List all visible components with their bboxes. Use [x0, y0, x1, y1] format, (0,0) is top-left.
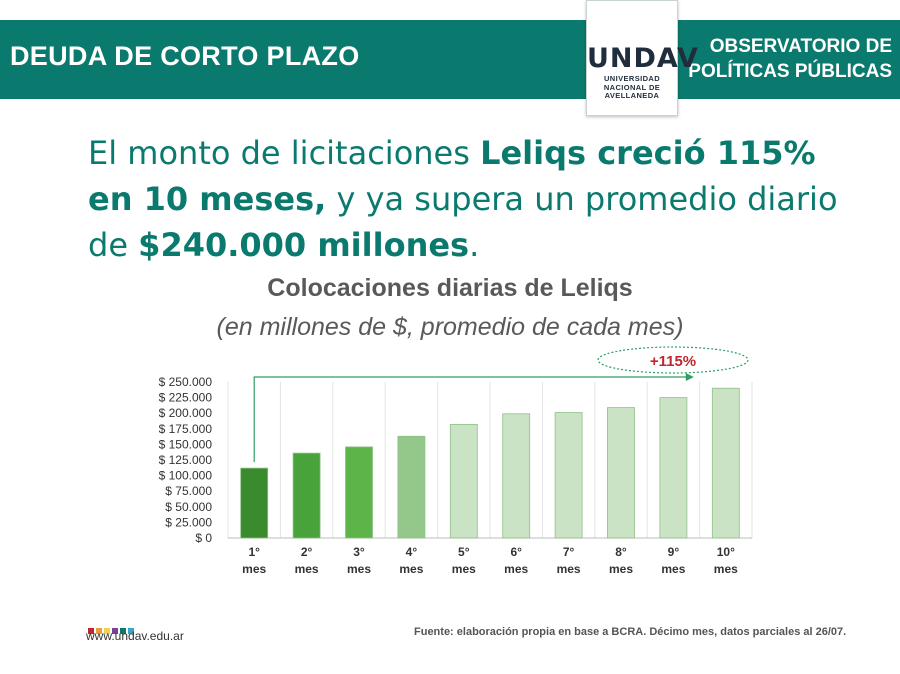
- bar: [711, 387, 740, 539]
- annotation-label: +115%: [650, 353, 696, 370]
- y-tick-label: $ 250.000: [159, 375, 213, 389]
- y-tick-label: $ 50.000: [165, 500, 212, 514]
- page-title: DEUDA DE CORTO PLAZO: [10, 41, 360, 71]
- x-tick-label: mes: [347, 562, 371, 576]
- brand-dot: [96, 628, 102, 634]
- x-tick-label: mes: [399, 562, 423, 576]
- y-tick-label: $ 200.000: [159, 406, 213, 420]
- x-tick-label: mes: [242, 562, 266, 576]
- bar: [607, 407, 635, 539]
- headline: El monto de licitaciones Leliqs creció 1…: [88, 130, 848, 268]
- headline-part1: El monto de licitaciones: [88, 134, 481, 172]
- y-tick-label: $ 175.000: [159, 422, 213, 436]
- bar: [292, 452, 321, 539]
- brand-dots: [88, 621, 136, 639]
- x-tick-label: mes: [714, 562, 738, 576]
- chart-title: Colocaciones diarias de Leliqs: [267, 274, 633, 302]
- x-tick-label: 9°: [668, 545, 680, 559]
- logo-line2: NACIONAL DE: [603, 82, 661, 92]
- brand-dot: [88, 628, 94, 634]
- x-tick-label: 4°: [406, 545, 418, 559]
- headline-bold2: $240.000 millones: [138, 226, 470, 264]
- y-tick-label: $ 0: [195, 531, 212, 545]
- x-tick-label: mes: [661, 562, 685, 576]
- x-tick-label: 10°: [717, 545, 735, 559]
- y-tick-label: $ 150.000: [159, 437, 213, 451]
- x-tick-label: mes: [504, 562, 528, 576]
- y-tick-label: $ 25.000: [165, 515, 212, 529]
- brand-dot: [104, 628, 110, 634]
- annotation-ellipse: [597, 346, 749, 374]
- x-tick-label: mes: [295, 562, 319, 576]
- brand-dot: [112, 628, 118, 634]
- x-tick-label: mes: [609, 562, 633, 576]
- observatorio-line1: OBSERVATORIO DE: [709, 36, 892, 57]
- x-tick-label: 3°: [353, 545, 365, 559]
- bar: [345, 446, 373, 539]
- y-tick-label: $ 125.000: [159, 453, 213, 467]
- bar: [502, 413, 531, 539]
- brand-dot: [120, 628, 126, 634]
- x-tick-label: 6°: [510, 545, 522, 559]
- x-tick-label: mes: [452, 562, 476, 576]
- observatorio-line2: POLÍTICAS PÚBLICAS: [688, 61, 892, 82]
- logo-text: UNIVERSIDAD NACIONAL DE AVELLANEDA: [587, 74, 677, 101]
- header-bar: [0, 20, 900, 99]
- headline-bold1: Leliqs creció 115% en 10 meses,: [88, 134, 816, 218]
- x-tick-label: 1°: [248, 545, 260, 559]
- logo-line3: AVELLANEDA: [604, 91, 660, 100]
- brand-dot: [128, 628, 134, 634]
- bar: [554, 412, 583, 539]
- x-tick-label: 7°: [563, 545, 575, 559]
- bar: [449, 424, 478, 539]
- x-tick-label: 2°: [301, 545, 313, 559]
- x-tick-label: 8°: [615, 545, 627, 559]
- footer-source: Fuente: elaboración propia en base a BCR…: [414, 626, 847, 638]
- x-tick-label: mes: [557, 562, 581, 576]
- bar: [659, 397, 688, 539]
- bar: [397, 435, 426, 539]
- footer-url: www.undav.edu.ar: [86, 629, 184, 643]
- headline-part2: y ya supera un promedio diario de: [88, 180, 838, 264]
- x-tick-label: 5°: [458, 545, 470, 559]
- arrow-head: [685, 373, 694, 381]
- observatorio-label: OBSERVATORIO DE POLÍTICAS PÚBLICAS: [688, 34, 892, 84]
- headline-part3: .: [469, 226, 480, 264]
- y-tick-label: $ 225.000: [159, 391, 213, 405]
- bar: [240, 467, 269, 539]
- logo-line1: UNIVERSIDAD: [603, 74, 661, 83]
- y-tick-label: $ 100.000: [159, 469, 213, 483]
- growth-arrow: [253, 376, 688, 463]
- chart-subtitle: (en millones de $, promedio de cada mes): [216, 313, 684, 341]
- y-tick-label: $ 75.000: [165, 484, 212, 498]
